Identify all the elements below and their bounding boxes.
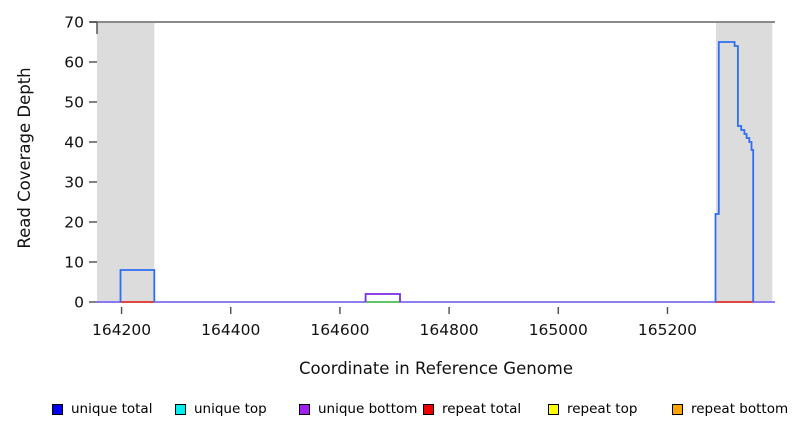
unique-bottom-bump xyxy=(364,293,401,302)
legend-item-repeat-top: repeat top xyxy=(548,399,637,419)
y-tick-label-20: 20 xyxy=(64,214,84,232)
y-tick-label-30: 30 xyxy=(64,174,84,192)
legend-swatch-icon xyxy=(672,403,683,415)
y-tick-label-50: 50 xyxy=(64,94,84,112)
legend-label: repeat top xyxy=(567,401,638,417)
y-tick-label-60: 60 xyxy=(64,54,84,72)
y-tick-label-0: 0 xyxy=(74,294,84,312)
x-tick-label-164800: 164800 xyxy=(420,321,479,339)
x-tick-label-165200: 165200 xyxy=(638,321,697,339)
y-tick-label-70: 70 xyxy=(64,14,84,32)
x-tick-label-165000: 165000 xyxy=(529,321,588,339)
x-tick-label-164600: 164600 xyxy=(310,321,369,339)
masked-region-left xyxy=(97,22,155,303)
legend-item-unique-top: unique top xyxy=(175,399,267,419)
legend-label: unique bottom xyxy=(318,401,418,417)
legend-item-unique-bottom: unique bottom xyxy=(299,399,417,419)
y-axis-title: Read Coverage Depth xyxy=(15,67,34,248)
legend-label: repeat bottom xyxy=(691,401,789,417)
legend-swatch-icon xyxy=(175,403,186,415)
legend-swatch-icon xyxy=(52,403,63,415)
masked-region-right xyxy=(716,22,773,303)
legend-swatch-icon xyxy=(423,403,434,415)
y-tick-label-40: 40 xyxy=(64,134,84,152)
legend-swatch-icon xyxy=(299,403,310,415)
legend-label: unique total xyxy=(71,401,153,417)
y-tick-label-10: 10 xyxy=(64,254,84,272)
x-tick-label-164400: 164400 xyxy=(201,321,260,339)
x-tick-label-164200: 164200 xyxy=(92,321,151,339)
legend-swatch-icon xyxy=(548,403,559,415)
plot-layers: 0 10 20 30 40 50 60 70 164200 164400 164600 164800 1… xyxy=(64,14,775,339)
legend-label: repeat total xyxy=(442,401,522,417)
unique-coverage-box xyxy=(119,269,156,302)
legend-item-repeat-total: repeat total xyxy=(423,399,521,419)
legend: unique total unique top unique bottom repea… xyxy=(0,399,792,421)
legend-item-unique-total: unique total xyxy=(52,399,152,419)
unique-coverage-peak xyxy=(714,41,755,302)
legend-label: unique top xyxy=(194,401,267,417)
legend-item-repeat-bottom: repeat bottom xyxy=(672,399,788,419)
x-axis-title: Coordinate in Reference Genome xyxy=(299,359,573,378)
